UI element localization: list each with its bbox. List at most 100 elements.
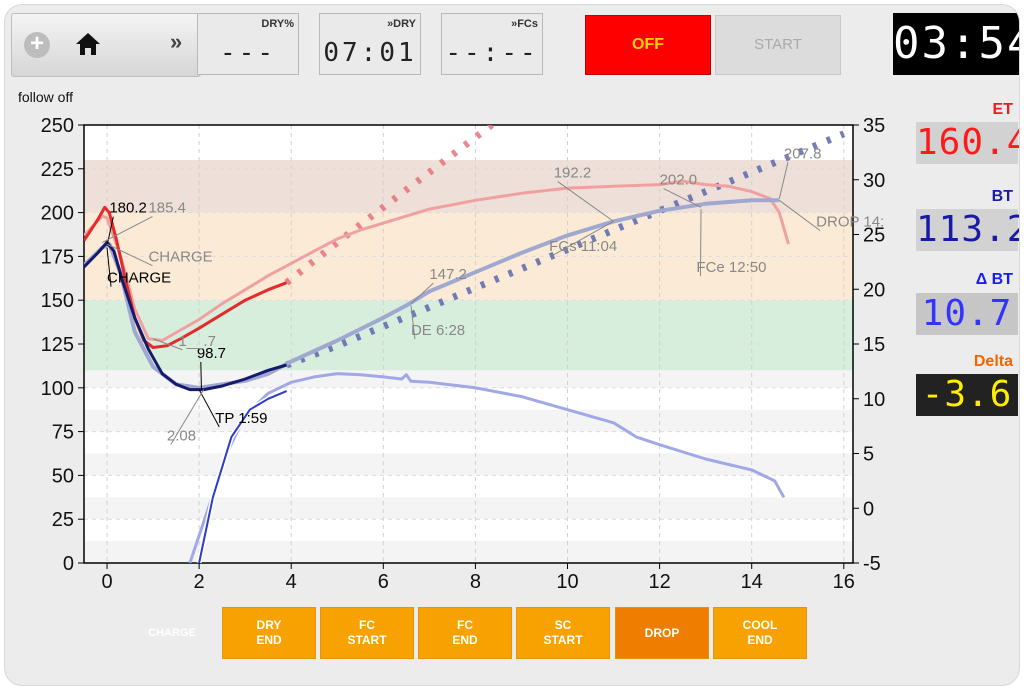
y-tick-label: 175 <box>41 246 74 268</box>
dry-end-button[interactable]: DRY END <box>222 607 316 659</box>
y-tick-label: 50 <box>52 465 74 487</box>
annotation-label: 207.8 <box>784 145 822 162</box>
x-tick-label: 0 <box>101 571 112 591</box>
fc-start-button[interactable]: FC START <box>320 607 414 659</box>
x-tick-label: 12 <box>648 571 670 591</box>
background-delta-bt-line <box>188 372 786 563</box>
plus-icon[interactable]: + <box>24 32 50 58</box>
y-tick-label: 125 <box>41 334 74 356</box>
annotation-label: 98.7 <box>197 345 226 362</box>
delta-value: -3.6 <box>916 374 1018 416</box>
delta-bt-value: 10.7 <box>916 293 1018 335</box>
y-tick-label: 225 <box>41 159 74 181</box>
annotation-leader <box>152 338 183 351</box>
annotation-label: 180.2 <box>109 200 147 217</box>
annotation-leader <box>557 181 614 222</box>
annotation-leader <box>102 216 153 243</box>
fcs-time-value: --:-- <box>445 38 539 68</box>
y2-tick-label: 5 <box>863 444 874 466</box>
y-tick-label: 25 <box>52 509 74 531</box>
y2-tick-label: 30 <box>863 170 885 192</box>
plot-stripe <box>84 497 853 520</box>
y-tick-label: 0 <box>63 553 74 575</box>
plot-stripe <box>84 541 853 563</box>
annotation-label: DROP 14:37 <box>816 214 885 231</box>
navigation-toolbar: + » <box>11 13 201 77</box>
roast-chart[interactable]: 180.2 185.4 CHARGE CHARGE 98.7 TP 1:59 2:08 1__… <box>5 111 885 591</box>
y2-tick-label: 15 <box>863 334 885 356</box>
drop-button[interactable]: DROP <box>615 607 709 659</box>
delta-bt-label: Δ BT <box>975 271 1013 288</box>
artisan-roast-window: + » DRY% --- »DRY 07:01 »FCs --:-- OFF S… <box>4 4 1020 686</box>
annotation-leader <box>663 188 702 208</box>
annotation-label: 192.2 <box>554 165 592 182</box>
annotation-leader <box>699 209 702 277</box>
plot-stripe <box>84 409 853 432</box>
annotation-label: 1__.7 <box>178 333 216 350</box>
fcs-time-lcd: »FCs --:-- <box>441 13 543 75</box>
start-button[interactable]: START <box>715 15 841 75</box>
annotation-label: CHARGE <box>148 249 212 266</box>
annotation-label: TP 1:59 <box>215 410 267 427</box>
y2-tick-label: 10 <box>863 389 885 411</box>
annotation-leader <box>200 362 202 390</box>
annotation-leader <box>779 199 821 232</box>
annotation-leader <box>778 162 789 199</box>
annotation-label: 185.4 <box>148 200 186 217</box>
sc-start-button[interactable]: SC START <box>516 607 610 659</box>
annotation-label: FCe 12:50 <box>696 259 766 276</box>
annotation-label: 2:08 <box>167 427 196 444</box>
et-projection <box>284 125 498 286</box>
annotation-leader <box>170 389 205 445</box>
follow-status[interactable]: follow off <box>18 89 73 105</box>
background-et-line <box>84 179 790 342</box>
x-tick-label: 4 <box>286 571 297 591</box>
et-value: 160.4 <box>916 122 1020 164</box>
dry-time-lcd: »DRY 07:01 <box>319 13 421 75</box>
et-label: ET <box>992 101 1013 118</box>
y2-tick-label: 25 <box>863 225 885 247</box>
y-tick-label: 150 <box>41 290 74 312</box>
annotation-label: DE 6:28 <box>411 322 465 339</box>
annotation-leader <box>106 216 114 246</box>
off-button[interactable]: OFF <box>585 15 711 75</box>
annotation-label: 147.2 <box>429 266 467 283</box>
x-tick-label: 14 <box>741 571 763 591</box>
y-tick-label: 100 <box>41 378 74 400</box>
y2-tick-label: 20 <box>863 279 885 301</box>
fcs-time-label: »FCs <box>511 18 538 30</box>
y-tick-label: 200 <box>41 203 74 225</box>
dry-percent-value: --- <box>220 38 276 68</box>
annotation-label: CHARGE <box>107 270 171 287</box>
dry-percent-lcd: DRY% --- <box>197 13 299 75</box>
annotation-leader <box>106 243 153 267</box>
annotation-leader <box>198 389 220 428</box>
cool-end-button[interactable]: COOL END <box>713 607 807 659</box>
home-icon[interactable] <box>74 31 102 57</box>
x-tick-label: 10 <box>556 571 578 591</box>
roast-timer: 03:54 <box>893 13 1019 75</box>
plot-stripe <box>84 453 853 476</box>
y-tick-label: 75 <box>52 422 74 444</box>
x-tick-label: 6 <box>378 571 389 591</box>
dry-time-value: 07:01 <box>323 38 417 68</box>
delta-label: Delta <box>973 353 1013 370</box>
bt-label: BT <box>991 188 1013 205</box>
y2-tick-label: -5 <box>863 553 881 575</box>
bt-value: 113.2 <box>916 209 1020 251</box>
x-tick-label: 2 <box>194 571 205 591</box>
y-tick-label: 250 <box>41 115 74 137</box>
x-tick-label: 16 <box>833 571 855 591</box>
charge-button[interactable]: CHARGE <box>148 626 196 639</box>
annotation-label: FCs 11:04 <box>549 238 617 255</box>
annotation-leader <box>410 282 434 305</box>
forward-icon[interactable]: » <box>170 29 183 54</box>
dry-percent-label: DRY% <box>261 18 294 30</box>
fc-end-button[interactable]: FC END <box>418 607 512 659</box>
et-line <box>84 205 288 349</box>
annotation-leader <box>552 220 614 256</box>
background-bt-line <box>84 198 780 390</box>
annotation-label: 202.0 <box>660 172 698 189</box>
annotation-leader <box>106 247 112 287</box>
y2-tick-label: 35 <box>863 115 885 137</box>
